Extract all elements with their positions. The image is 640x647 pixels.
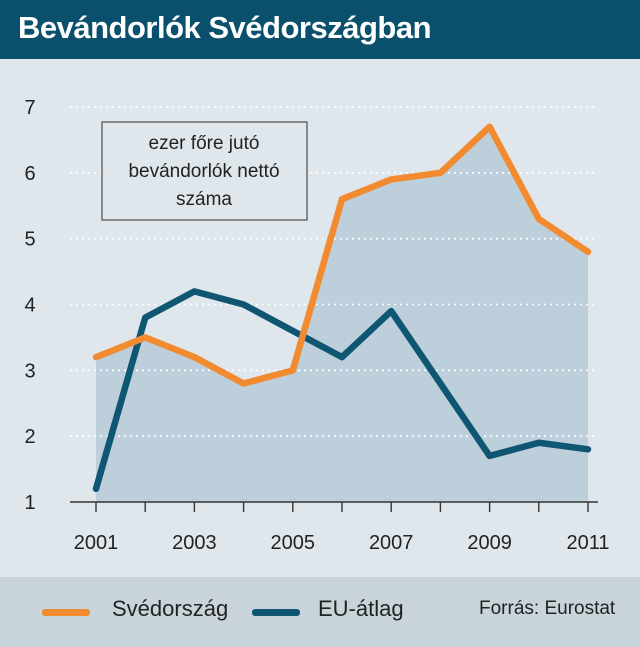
annotation-box [101,121,308,221]
svedorszag-line [92,123,592,387]
annotation-line-2: bevándorlók nettó [128,161,279,182]
y-tick-label-6: 6 [24,163,35,185]
x-tick-label-2005: 2005 [271,532,316,554]
y-tick-label-5: 5 [24,229,35,251]
area-layer [96,126,588,502]
legend-label-svedorszag: Svédország [112,596,229,621]
annotation-line-1: ezer főre jutó [149,133,260,154]
axis-layer [70,501,598,512]
y-tick-label-2: 2 [24,426,35,448]
line-layer [92,123,592,493]
line-chart: 1 2 3 4 5 6 7 2001 2003 2005 2007 2009 2011 ezer főr… [24,97,609,554]
source-note: Forrás: Eurostat [479,598,616,619]
header-bar: Bevándorlók Svédországban [0,0,640,59]
x-tick-label-2001: 2001 [74,532,119,554]
x-tick-label-2009: 2009 [467,532,512,554]
plot-panel: 1 2 3 4 5 6 7 2001 2003 2005 2007 2009 2011 ezer főr… [0,59,640,577]
x-tick-label-2003: 2003 [172,532,217,554]
legend-swatch-svedorszag [42,609,90,616]
eu-atlag-line [92,288,592,493]
y-tick-label-1: 1 [24,492,35,514]
x-tick-label-2007: 2007 [369,532,414,554]
svedorszag-area [96,126,588,502]
legend-footer [0,577,640,647]
legend-swatch-eu-atlag [252,609,300,616]
chart-title: Bevándorlók Svédországban [18,10,432,45]
annotation-line-3: száma [176,189,232,210]
y-tick-label-3: 3 [24,360,35,382]
tick-label-layer: 1 2 3 4 5 6 7 2001 2003 2005 2007 2009 2011 [24,97,609,554]
annotation-layer: ezer főre jutó bevándorlók nettó száma [101,121,308,221]
x-tick-label-2011: 2011 [566,532,609,554]
legend-label-eu-atlag: EU-átlag [318,596,404,621]
y-tick-label-7: 7 [24,97,35,119]
y-tick-label-4: 4 [24,295,35,317]
